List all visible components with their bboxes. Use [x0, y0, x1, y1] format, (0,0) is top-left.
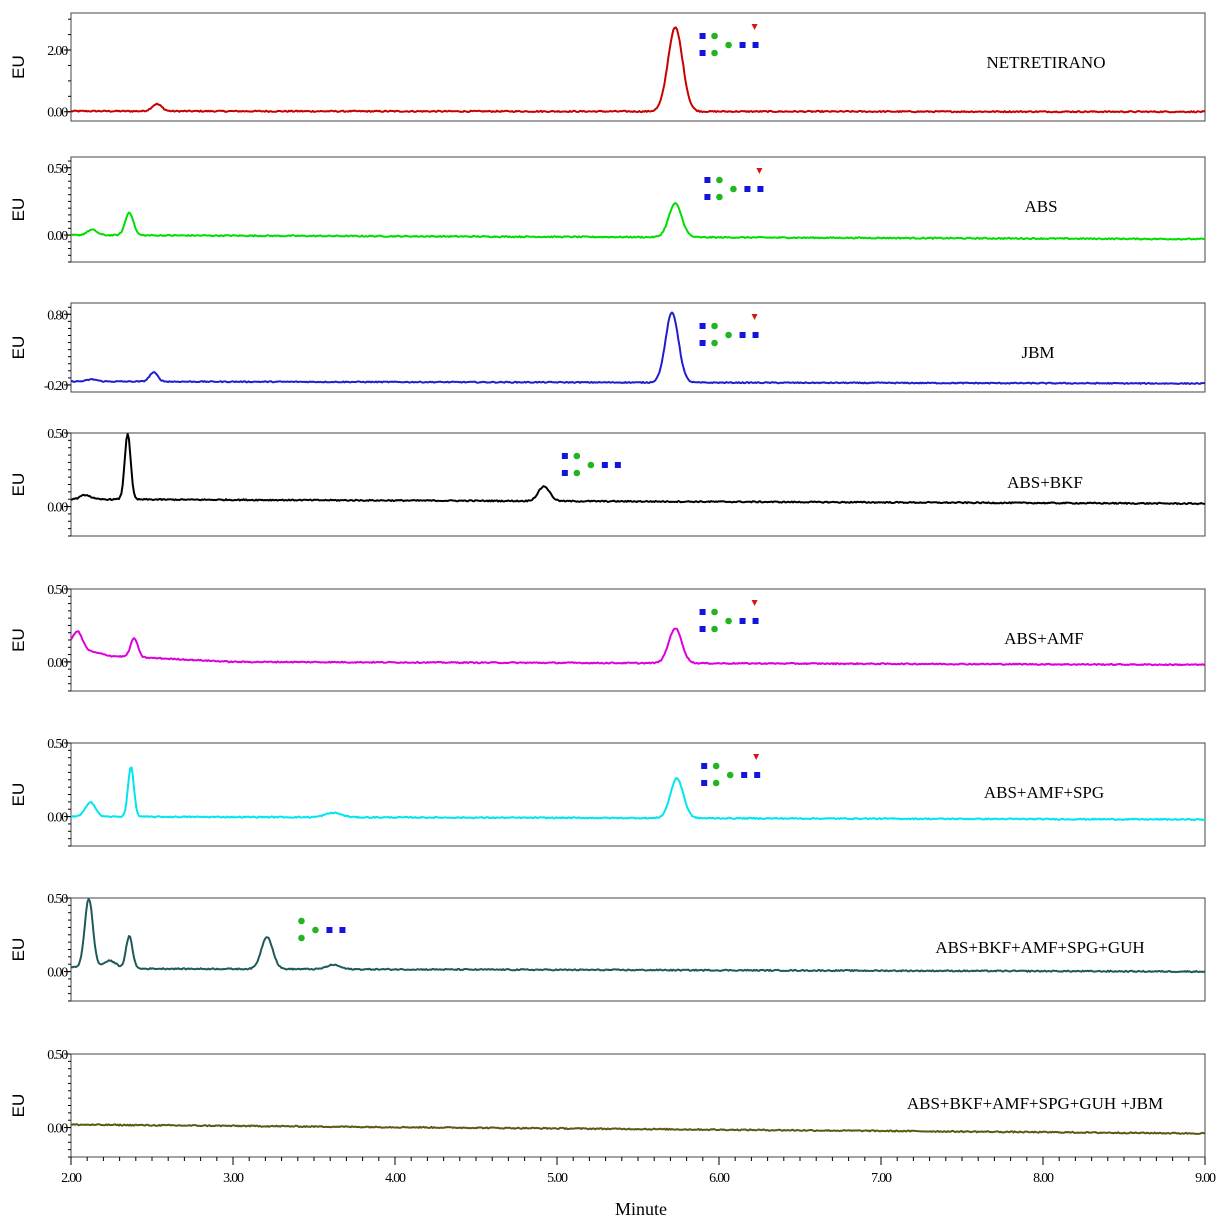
y-tick-label: 0.00 [47, 811, 68, 826]
y-axis-label: EU [9, 55, 28, 79]
y-axis-label: EU [9, 628, 28, 652]
peak-point [674, 202, 677, 205]
panel-label: ABS [1024, 197, 1057, 216]
peak-point [332, 963, 335, 966]
glycan-structure-icon [699, 314, 759, 347]
panel-5: 0.50 0.00 EU ABS+AMF [9, 583, 1206, 692]
x-tick-label: 8.00 [1033, 1171, 1054, 1186]
peak-point [332, 811, 335, 814]
y-tick-label: 0.00 [47, 501, 68, 516]
y-tick-label: 2.00 [47, 44, 68, 59]
panel-label: ABS+AMF [1004, 629, 1084, 648]
peak-point [671, 311, 674, 314]
y-tick-label: -0.20 [44, 379, 68, 394]
panel-label: ABS+BKF+AMF+SPG+GUH [935, 938, 1144, 957]
peak-point [128, 935, 131, 938]
panel-3: 0.80 -0.20 EU JBM [9, 302, 1206, 394]
panel-7: 0.50 0.00 EU ABS+BKF+AMF+SPG+GUH [9, 892, 1206, 1002]
y-tick-label: 0.00 [47, 1122, 68, 1137]
peak-point [126, 432, 129, 435]
peak-point [543, 485, 546, 488]
peak-point [674, 26, 677, 29]
peak-point [91, 228, 94, 231]
peak-point [87, 897, 90, 900]
signal-trace [70, 433, 1206, 506]
x-tick-label: 6.00 [709, 1171, 730, 1186]
y-tick-label: 0.00 [47, 106, 68, 121]
panel-label: ABS+BKF+AMF+SPG+GUH +JBM [907, 1094, 1163, 1113]
y-tick-label: 0.00 [47, 966, 68, 981]
peak-point [84, 493, 87, 496]
signal-trace [70, 627, 1206, 667]
x-tick-label: 2.00 [61, 1171, 82, 1186]
glycan-structure-icon [561, 452, 621, 477]
peak-point [155, 103, 158, 106]
panel-label: JBM [1021, 343, 1054, 362]
panel-2: 0.50 0.00 EU ABS [9, 156, 1206, 263]
peak-point [91, 378, 94, 381]
y-tick-label: 0.00 [47, 229, 68, 244]
y-tick-label: 0.50 [47, 583, 68, 598]
x-tick-label: 5.00 [547, 1171, 568, 1186]
peak-point [128, 211, 131, 214]
x-axis-label: Minute [615, 1199, 667, 1219]
signal-trace [70, 26, 1206, 114]
x-tick-label: 9.00 [1195, 1171, 1216, 1186]
y-tick-label: 0.50 [47, 737, 68, 752]
y-axis-label: EU [9, 783, 28, 807]
x-tick-label: 7.00 [871, 1171, 892, 1186]
y-tick-label: 0.80 [47, 308, 68, 323]
peak-point [108, 959, 111, 962]
panel-4: 0.50 0.00 EU ABS+BKF [9, 427, 1206, 537]
peak-point [674, 627, 677, 630]
panel-label: NETRETIRANO [987, 53, 1106, 72]
signal-trace [70, 202, 1206, 241]
peak-point [152, 371, 155, 374]
signal-trace [71, 311, 1206, 385]
glycan-structure-icon [298, 917, 346, 942]
shared-x-axis: 2.00 3.00 4.00 5.00 6.00 7.00 8.00 9.00 [61, 1157, 1217, 1186]
y-tick-label: 0.50 [47, 427, 68, 442]
panel-frame [70, 12, 1206, 122]
panel-frame [70, 302, 1206, 393]
panel-label: ABS+BKF [1007, 473, 1083, 492]
glycan-structure-icon [701, 754, 761, 787]
panel-1: 2.00 0.00 EU NETRETIRANO [9, 12, 1206, 122]
panel-label: ABS+AMF+SPG [984, 783, 1104, 802]
signal-trace [70, 898, 1206, 974]
panel-8: 0.50 0.00 EU ABS+BKF+AMF+SPG+GUH +JBM [9, 1048, 1206, 1158]
y-axis-label: EU [9, 336, 28, 360]
y-tick-label: 0.00 [47, 656, 68, 671]
y-axis-label: EU [9, 198, 28, 222]
signal-trace [71, 766, 1206, 822]
glycan-structure-icon [699, 24, 759, 57]
y-axis-label: EU [9, 473, 28, 497]
x-tick-label: 4.00 [385, 1171, 406, 1186]
signal-trace [70, 1123, 1206, 1135]
panel-6: 0.50 0.00 EU ABS+AMF+SPG [9, 737, 1206, 847]
peak-point [129, 765, 132, 768]
peak-point [89, 800, 92, 803]
peak-point [675, 777, 678, 780]
glycan-structure-icon [704, 168, 764, 201]
y-axis-label: EU [9, 1094, 28, 1118]
glycan-structure-icon [699, 600, 759, 633]
peak-point [76, 630, 79, 633]
peak-point [266, 935, 269, 938]
panel-frame [70, 156, 1206, 263]
x-tick-label: 3.00 [223, 1171, 244, 1186]
chromatogram-panels: 2.00 0.00 EU NETRETIRANO 0.50 0.00 EU ABS 0.80 -0… [9, 12, 1206, 1158]
y-tick-label: 0.50 [47, 892, 68, 907]
y-tick-label: 0.50 [47, 1048, 68, 1063]
y-tick-label: 0.50 [47, 162, 68, 177]
peak-point [133, 637, 136, 640]
y-axis-label: EU [9, 938, 28, 962]
